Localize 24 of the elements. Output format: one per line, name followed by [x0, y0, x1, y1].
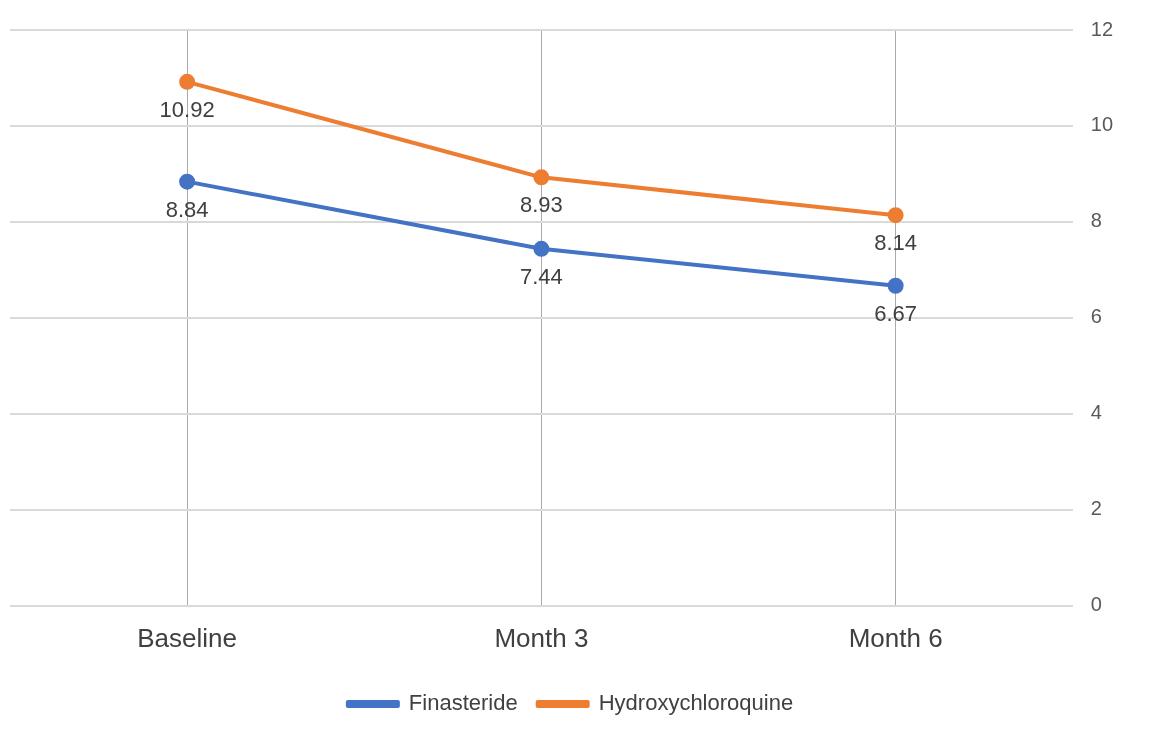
y-tick-label: 6 — [1090, 305, 1102, 328]
y-tick-label: 12 — [1090, 17, 1113, 40]
data-label: 8.14 — [874, 230, 918, 256]
y-tick-label: 2 — [1090, 497, 1102, 520]
data-label: 6.67 — [874, 300, 918, 326]
data-label: 7.44 — [519, 263, 563, 289]
legend-label: Finasteride — [408, 690, 518, 716]
point — [533, 240, 550, 257]
y-tick-label: 8 — [1090, 209, 1102, 232]
y-tick-label: 4 — [1090, 401, 1102, 424]
data-label: 8.93 — [519, 192, 563, 218]
data-label: 8.84 — [165, 196, 209, 222]
point — [179, 73, 196, 90]
x-tick-label: Month 6 — [848, 622, 943, 653]
point — [887, 277, 904, 294]
point — [179, 173, 196, 190]
point — [887, 207, 904, 224]
point — [533, 169, 550, 186]
x-tick-label: Month 3 — [494, 622, 589, 653]
data-label: 10.92 — [159, 96, 215, 122]
y-tick-label: 0 — [1090, 593, 1102, 616]
x-tick-label: Baseline — [137, 622, 237, 653]
y-tick-label: 10 — [1090, 113, 1113, 136]
legend-label: Hydroxychloroquine — [598, 690, 794, 716]
